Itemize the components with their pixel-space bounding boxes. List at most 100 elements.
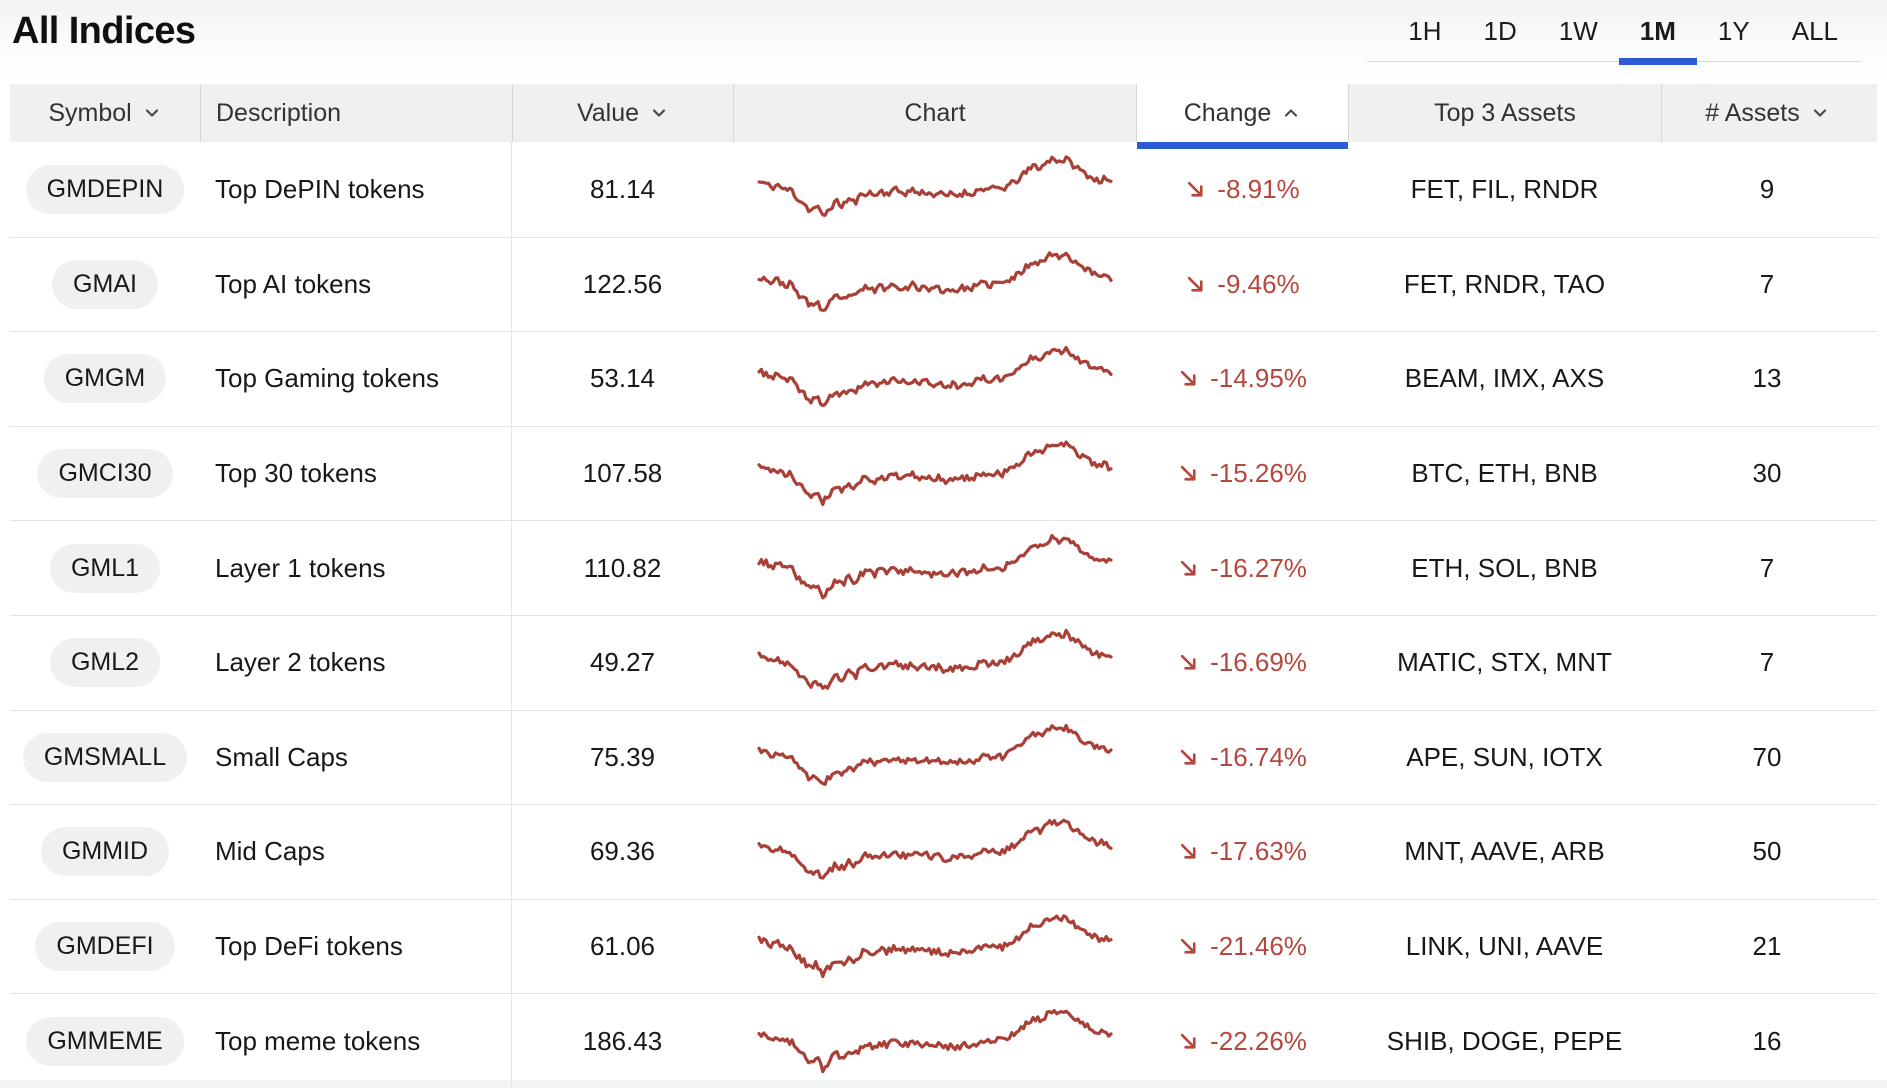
top3-assets-cell: ETH, SOL, BNB [1411,552,1598,583]
symbol-pill: GMCI30 [37,449,173,499]
symbol-cell: GML1 [10,521,200,615]
tab-1w[interactable]: 1W [1558,16,1598,46]
column-header-chart: Chart [733,84,1136,142]
value-cell: 122.56 [582,268,663,299]
chart-cell [733,142,1136,237]
num-assets-cell: 16 [1752,1025,1782,1056]
table-body: GMDEPIN Top DePIN tokens 81.14 -8.91% FET, F… [10,142,1877,1088]
num-assets-cell: 70 [1752,741,1782,772]
tab-1y[interactable]: 1Y [1717,16,1750,46]
trend-down-right-icon [1180,371,1196,387]
change-percent: -15.26% [1210,458,1307,489]
chevron-down-icon [145,109,158,117]
description-cell: Top AI tokens [200,237,512,332]
column-header-change[interactable]: Change [1136,84,1348,149]
indices-table: Symbol Description Value Chart Change Top 3 A… [10,84,1877,1088]
value-cell: 61.06 [589,931,656,962]
change-value: -14.95% [1177,363,1307,394]
top3-assets-cell: MATIC, STX, MNT [1397,647,1612,678]
column-label: Chart [904,98,966,127]
column-label: Top 3 Assets [1434,98,1576,127]
change-percent: -9.46% [1217,268,1300,299]
num-assets-cell: 50 [1752,836,1782,867]
description-cell: Top DePIN tokens [200,142,512,237]
column-header-symbol[interactable]: Symbol [10,84,200,142]
value-cell: 49.27 [589,647,656,678]
column-label: Description [216,98,342,127]
table-row-gml2[interactable]: GML2 Layer 2 tokens 49.27 -16.69% MATIC, STX… [10,614,1877,710]
table-row-gmgm[interactable]: GMGM Top Gaming tokens 53.14 -14.95% BEAM, I… [10,331,1877,426]
chart-cell [733,238,1136,332]
sparkline-chart [756,345,1113,408]
change-value: -16.69% [1177,647,1307,678]
tab-1h[interactable]: 1H [1408,16,1442,46]
symbol-cell: GMMEME [10,994,200,1088]
change-percent: -16.27% [1210,552,1307,583]
top3-assets-cell: BEAM, IMX, AXS [1404,363,1605,394]
change-value: -15.26% [1177,458,1307,489]
chart-cell [733,711,1136,805]
table-row-gml1[interactable]: GML1 Layer 1 tokens 110.82 -16.27% ETH, SOL,… [10,520,1877,615]
table-row-gmai[interactable]: GMAI Top AI tokens 122.56 -9.46% FET, RNDR, … [10,236,1877,332]
change-cell: -16.27% [1136,521,1348,615]
table-row-gmdepin[interactable]: GMDEPIN Top DePIN tokens 81.14 -8.91% FET, F… [10,142,1877,237]
change-cell: -21.46% [1136,900,1348,994]
symbol-pill: GMGM [43,354,167,404]
top3-assets-cell: LINK, UNI, AAVE [1405,931,1604,962]
table-row-gmmid[interactable]: GMMID Mid Caps 69.36 -17.63% MNT, AAVE, ARB 5… [10,804,1877,899]
chart-cell [733,900,1136,994]
symbol-cell: GMCI30 [10,427,200,521]
tab-1m[interactable]: 1M [1618,16,1698,65]
change-percent: -16.69% [1210,647,1307,678]
num-assets-cell: 7 [1759,552,1775,583]
top-bar: All Indices 1H 1D 1W 1M 1Y ALL [0,0,1887,72]
symbol-pill: GMMEME [26,1016,184,1066]
chart-cell [733,332,1136,426]
column-header-description: Description [200,84,512,142]
sparkline-chart [756,439,1113,506]
table-row-gmci30[interactable]: GMCI30 Top 30 tokens 107.58 -15.26% BTC, ETH… [10,425,1877,521]
top3-assets-cell: BTC, ETH, BNB [1411,458,1598,489]
tab-1d[interactable]: 1D [1483,16,1517,46]
column-header-value[interactable]: Value [512,84,733,142]
change-value: -9.46% [1184,268,1300,300]
num-assets-cell: 30 [1752,458,1782,489]
change-cell: -16.69% [1136,616,1348,710]
table-row-gmdefi[interactable]: GMDEFI Top DeFi tokens 61.06 -21.46% LINK, U… [10,898,1877,994]
column-label: Value [576,98,640,127]
description-cell: Top DeFi tokens [200,899,512,994]
top3-assets-cell: SHIB, DOGE, PEPE [1386,1025,1623,1056]
num-assets-cell: 13 [1752,363,1782,394]
table-row-gmsmall[interactable]: GMSMALL Small Caps 75.39 -16.74% APE, SUN, I… [10,709,1877,805]
table-row-gmmeme[interactable]: GMMEME Top meme tokens 186.43 -22.26% SHIB, … [10,993,1877,1088]
symbol-pill: GMMID [40,827,170,877]
table-header-row: Symbol Description Value Chart Change Top 3 A… [10,84,1877,149]
sparkline-chart [756,155,1113,218]
tab-all[interactable]: ALL [1791,16,1838,46]
symbol-pill: GML1 [49,543,161,593]
value-cell: 69.36 [589,836,656,867]
trend-down-right-icon [1180,749,1196,765]
value-cell: 81.14 [589,173,656,204]
change-value: -16.74% [1177,742,1307,773]
num-assets-cell: 9 [1759,173,1775,204]
trend-down-right-icon [1180,1033,1196,1049]
change-percent: -22.26% [1210,1025,1307,1056]
change-value: -16.27% [1177,553,1307,584]
sparkline-chart [756,1009,1113,1074]
column-header-assets[interactable]: # Assets [1661,84,1873,142]
trend-down-right-icon [1180,465,1196,481]
change-percent: -17.63% [1210,836,1307,867]
symbol-pill: GMDEFI [35,922,175,972]
symbol-pill: GMAI [52,259,158,309]
description-cell: Layer 1 tokens [200,521,512,615]
chart-cell [733,805,1136,899]
value-cell: 110.82 [583,552,662,583]
column-label: # Assets [1705,98,1800,127]
change-cell: -17.63% [1136,805,1348,899]
symbol-cell: GMDEPIN [10,142,200,237]
sparkline-chart [756,251,1113,313]
description-cell: Top 30 tokens [200,426,512,521]
page-title: All Indices [12,10,196,52]
symbol-cell: GML2 [10,616,200,710]
